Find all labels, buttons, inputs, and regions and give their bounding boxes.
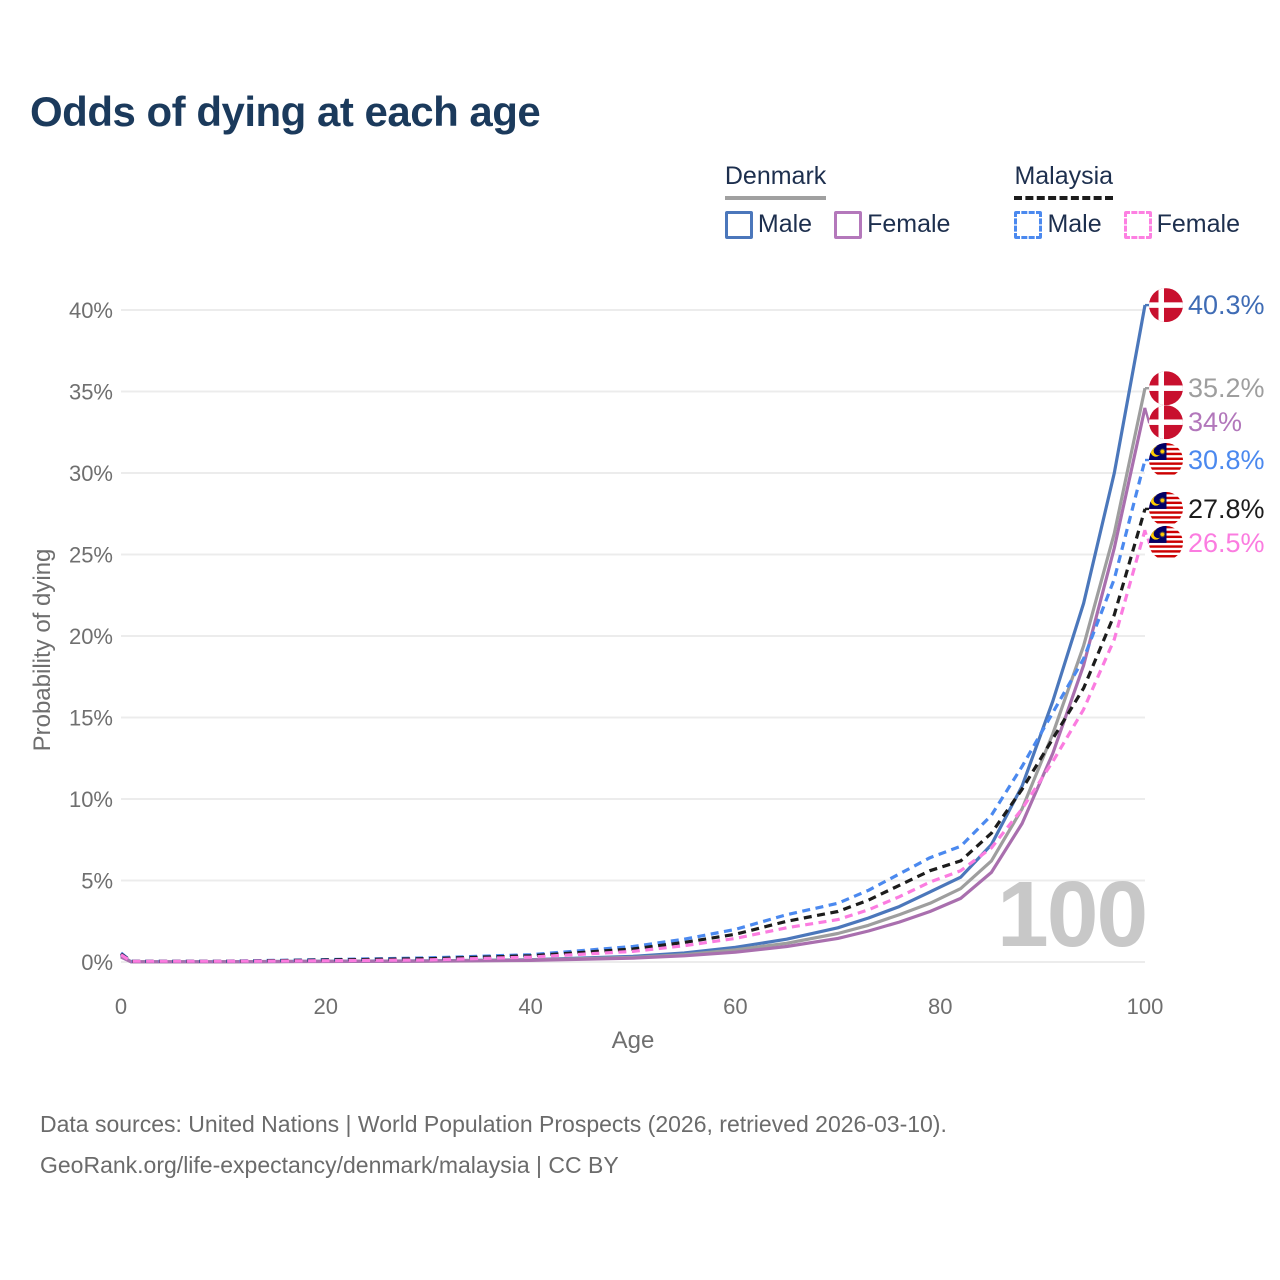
legend-item-denmark-female[interactable]: Female [834,210,950,239]
end-label-value: 26.5% [1188,528,1265,558]
legend: Denmark Male Female Malaysia Male [724,162,1240,239]
denmark-female-swatch-icon [834,210,863,239]
legend-item-denmark-male[interactable]: Male [724,210,813,239]
flag-malaysia-icon [1149,443,1183,477]
legend-country-malaysia[interactable]: Malaysia [1014,162,1114,200]
flag-denmark-icon [1149,288,1183,323]
page-title: Odds of dying at each age [30,88,541,135]
end-label-malaysia-male[interactable]: 30.8% [1145,443,1265,477]
y-tick-label: 25% [69,543,113,568]
x-tick-label: 80 [928,994,952,1019]
malaysia-male-swatch-icon [1014,210,1043,239]
end-label-value: 34% [1188,407,1242,437]
y-tick-label: 35% [69,380,113,405]
source-line-1: Data sources: United Nations | World Pop… [40,1111,947,1137]
end-label-malaysia-female[interactable]: 26.5% [1143,525,1265,560]
legend-item-label: Female [867,210,951,238]
y-tick-label: 30% [69,461,113,486]
legend-items-malaysia: Male Female [1014,210,1240,239]
legend-item-malaysia-female[interactable]: Female [1123,210,1240,239]
y-tick-label: 10% [69,787,113,812]
x-tick-label: 0 [115,994,127,1019]
source-text: Data sources: United Nations | World Pop… [40,1104,947,1186]
end-label-denmark-male[interactable]: 40.3% [1145,288,1265,323]
end-label-value: 40.3% [1188,290,1265,320]
series-line-denmark-female[interactable] [120,407,1147,964]
series-line-denmark-male[interactable] [120,304,1147,964]
x-tick-label: 60 [723,994,747,1019]
age-watermark: 100 [997,862,1148,966]
series-line-malaysia-female[interactable] [120,529,1147,963]
legend-country-denmark[interactable]: Denmark [724,162,827,200]
legend-items-denmark: Male Female [724,210,950,239]
flag-denmark-icon [1149,405,1183,440]
end-label-denmark-all[interactable]: 35.2% [1145,371,1265,406]
legend-item-label: Male [757,210,813,238]
y-tick-label: 15% [69,706,113,731]
legend-item-label: Female [1156,210,1240,238]
end-label-value: 35.2% [1188,373,1265,403]
x-tick-label: 20 [314,994,338,1019]
flag-denmark-icon [1149,371,1183,406]
series-line-malaysia-all[interactable] [120,508,1147,963]
legend-item-label: Male [1047,210,1102,238]
malaysia-female-swatch-icon [1123,210,1152,239]
series-line-malaysia-male[interactable] [119,459,1147,963]
flag-malaysia-icon [1149,491,1183,526]
end-label-value: 30.8% [1188,445,1265,475]
x-tick-label: 100 [1127,994,1164,1019]
legend-group-denmark: Denmark Male Female [724,162,950,239]
series-line-denmark-all[interactable] [120,387,1147,964]
end-label-malaysia-all[interactable]: 27.8% [1145,491,1265,526]
legend-group-malaysia: Malaysia Male Female [1014,162,1240,239]
y-axis-title: Probability of dying [29,549,56,752]
y-tick-label: 20% [69,624,113,649]
end-label-denmark-female[interactable]: 34% [1143,405,1242,440]
end-label-value: 27.8% [1188,494,1265,524]
y-tick-label: 40% [69,298,113,323]
legend-item-malaysia-male[interactable]: Male [1014,210,1102,239]
source-line-2: GeoRank.org/life-expectancy/denmark/mala… [40,1152,619,1178]
x-axis-title: Age [612,1027,655,1054]
flag-malaysia-icon [1149,525,1183,560]
x-tick-label: 40 [518,994,542,1019]
y-tick-label: 0% [81,950,113,975]
y-tick-label: 5% [81,869,113,894]
denmark-male-swatch-icon [724,210,753,239]
